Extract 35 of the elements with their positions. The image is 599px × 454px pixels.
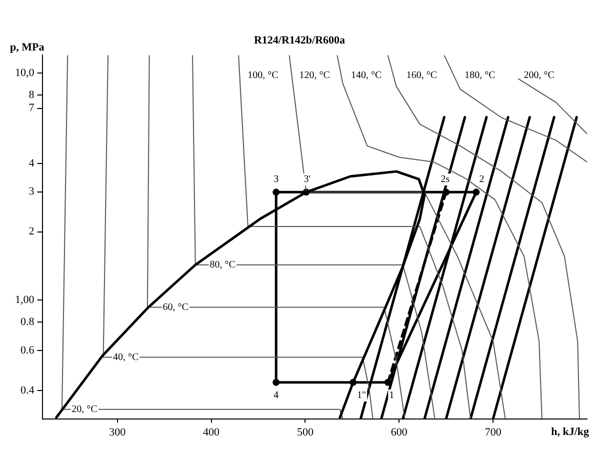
annotation: 140, °C <box>350 70 382 81</box>
annotation: 20, °C <box>72 404 98 416</box>
y-tick-label: 10,0 <box>15 67 35 80</box>
annotation: 3 <box>274 174 279 186</box>
y-tick-label: 4 <box>28 157 35 170</box>
x-tick-label: 600 <box>390 426 408 438</box>
annotation: 180, °C <box>464 70 496 81</box>
y-tick-label: 3 <box>28 186 35 198</box>
y-tick-label: 1,00 <box>15 294 35 306</box>
y-tick-label: 8 <box>28 89 35 102</box>
y-tick-label: 0.8 <box>20 316 35 328</box>
x-axis-title: h, kJ/kg <box>551 426 590 438</box>
annotation: 1 <box>389 390 394 402</box>
annotation: 100, °C <box>248 70 279 81</box>
annotation: 3' <box>304 174 311 186</box>
annotation: 80, °C <box>210 260 236 270</box>
annotation: 1" <box>357 390 366 402</box>
annotation: 60, °C <box>162 302 189 313</box>
annotation: 40, °C <box>113 352 140 363</box>
x-tick-label: 300 <box>109 426 126 438</box>
annotation: 120, °C <box>299 70 330 81</box>
y-tick-label: 7 <box>28 102 35 114</box>
x-tick-label: 400 <box>203 426 220 438</box>
chart-title: R124/R142b/R600a <box>254 34 346 46</box>
annotation: 2s <box>440 174 450 186</box>
annotation: 160, °C <box>406 70 438 81</box>
annotation: 200, °C <box>524 70 555 81</box>
y-tick-label: 2 <box>28 226 34 238</box>
annotation: 4 <box>274 390 279 402</box>
annotation: 2 <box>479 174 484 186</box>
x-tick-label: 500 <box>296 426 314 438</box>
y-axis-title: p, MPa <box>10 42 45 54</box>
y-tick-label: 0.6 <box>20 344 35 356</box>
y-tick-label: 0.4 <box>20 384 35 396</box>
x-tick-label: 700 <box>484 426 502 438</box>
